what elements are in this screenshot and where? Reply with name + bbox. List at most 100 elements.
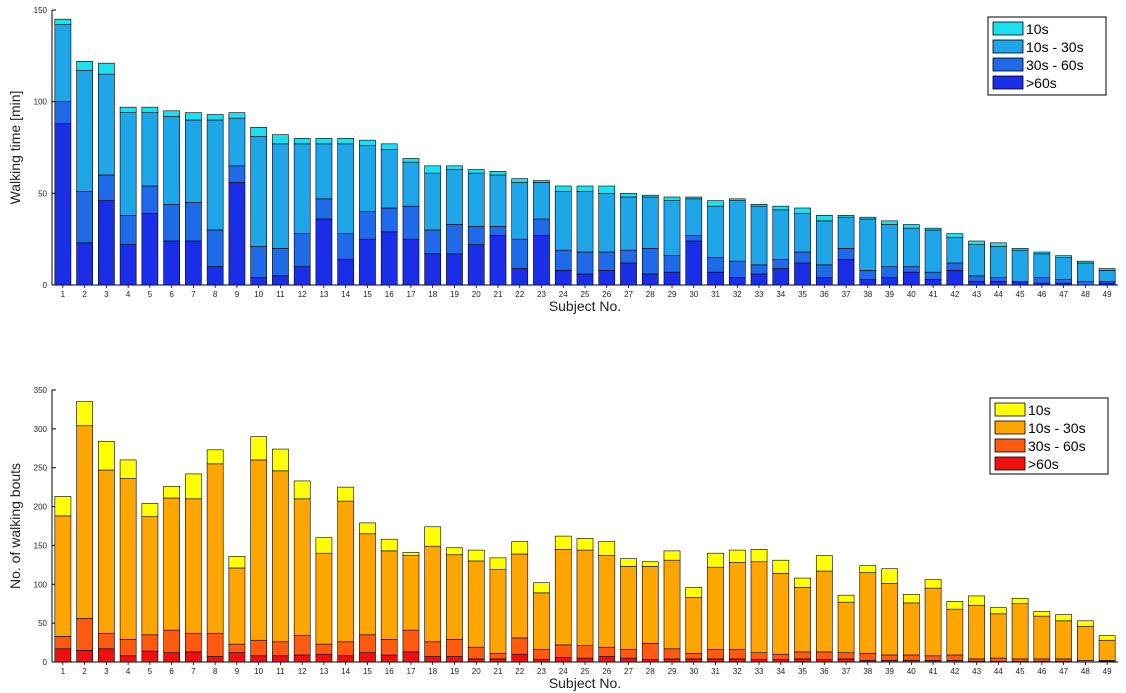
bar-segment-21-series-1 bbox=[489, 226, 507, 236]
bar-stack-18 bbox=[424, 165, 442, 286]
bar-segment-40-series-0 bbox=[902, 271, 920, 286]
bar-segment-6-series-1 bbox=[163, 204, 181, 242]
bar-stack-23 bbox=[533, 582, 550, 663]
bar-segment-40-series-1 bbox=[902, 654, 920, 661]
bar-segment-9-series-2 bbox=[228, 117, 246, 167]
x-tick-label: 17 bbox=[407, 667, 416, 676]
y-tick-label: 150 bbox=[34, 541, 48, 550]
bar-segment-34-series-0 bbox=[772, 659, 790, 663]
bar-segment-48-series-3 bbox=[1077, 260, 1094, 264]
bar-stack-37 bbox=[837, 594, 855, 663]
x-tick-label: 32 bbox=[733, 290, 742, 299]
x-tick-label: 18 bbox=[428, 667, 437, 676]
bar-segment-34-series-3 bbox=[772, 559, 790, 574]
bar-segment-7-series-3 bbox=[185, 473, 202, 500]
bar-segment-4-series-1 bbox=[119, 215, 137, 245]
x-tick-label: 41 bbox=[929, 290, 938, 299]
x-tick-label: 15 bbox=[363, 667, 372, 676]
x-tick-label: 45 bbox=[1016, 290, 1025, 299]
legend-swatch-1 bbox=[994, 438, 1026, 453]
bar-segment-4-series-0 bbox=[119, 655, 137, 663]
bar-segment-24-series-0 bbox=[554, 657, 572, 663]
x-tick-label: 34 bbox=[776, 290, 785, 299]
bar-stack-3 bbox=[98, 62, 115, 286]
bar-segment-20-series-2 bbox=[467, 172, 485, 227]
legend-swatch-3 bbox=[994, 402, 1026, 417]
bar-segment-16-series-1 bbox=[380, 639, 398, 656]
bar-segment-25-series-2 bbox=[576, 549, 594, 646]
bar-segment-27-series-2 bbox=[620, 566, 637, 650]
bar-segment-3-series-2 bbox=[98, 469, 115, 634]
bar-segment-19-series-1 bbox=[446, 639, 463, 657]
bar-stack-2 bbox=[76, 401, 93, 663]
bar-segment-28-series-1 bbox=[641, 248, 659, 275]
bar-segment-29-series-1 bbox=[663, 648, 681, 660]
bar-segment-12-series-0 bbox=[293, 266, 311, 286]
bar-segment-28-series-3 bbox=[641, 561, 659, 567]
bar-segment-19-series-3 bbox=[446, 165, 463, 170]
legend-swatch-1 bbox=[992, 57, 1024, 72]
bar-segment-12-series-3 bbox=[293, 480, 311, 500]
bar-segment-35-series-0 bbox=[794, 658, 811, 663]
bar-segment-49-series-3 bbox=[1098, 635, 1116, 641]
bar-stack-23 bbox=[533, 180, 550, 286]
bar-stack-47 bbox=[1055, 614, 1072, 663]
x-tick-label: 11 bbox=[276, 667, 285, 676]
bar-segment-19-series-2 bbox=[446, 169, 463, 225]
bar-segment-30-series-0 bbox=[685, 658, 703, 663]
bar-segment-32-series-0 bbox=[728, 658, 746, 663]
bar-segment-9-series-0 bbox=[228, 652, 246, 663]
bar-segment-33-series-0 bbox=[750, 659, 768, 663]
bar-stack-7 bbox=[185, 112, 202, 286]
bar-segment-12-series-0 bbox=[293, 654, 311, 663]
bar-segment-37-series-3 bbox=[837, 594, 855, 603]
bar-stack-20 bbox=[467, 549, 485, 663]
bar-segment-13-series-3 bbox=[315, 537, 333, 554]
bar-segment-16-series-0 bbox=[380, 654, 398, 663]
x-tick-label: 39 bbox=[885, 667, 894, 676]
bar-stack-24 bbox=[554, 185, 572, 286]
bar-segment-39-series-3 bbox=[881, 568, 898, 584]
bar-segment-8-series-3 bbox=[206, 449, 224, 465]
x-tick-label: 15 bbox=[363, 290, 372, 299]
y-axis-label: Walking time [min] bbox=[7, 91, 23, 205]
bar-segment-33-series-3 bbox=[750, 549, 768, 563]
bar-segment-49-series-2 bbox=[1098, 639, 1116, 661]
bar-segment-18-series-0 bbox=[424, 253, 442, 286]
x-tick-label: 14 bbox=[341, 667, 350, 676]
bar-segment-3-series-3 bbox=[98, 440, 115, 471]
bar-segment-35-series-2 bbox=[794, 213, 811, 253]
bar-segment-44-series-0 bbox=[989, 281, 1007, 286]
bar-stack-9 bbox=[228, 556, 246, 663]
bar-segment-11-series-2 bbox=[272, 143, 289, 249]
bar-segment-37-series-2 bbox=[837, 216, 855, 249]
x-tick-label: 23 bbox=[537, 290, 546, 299]
bar-segment-10-series-2 bbox=[250, 459, 268, 641]
bar-segment-22-series-3 bbox=[511, 541, 529, 555]
x-tick-label: 40 bbox=[907, 290, 916, 299]
bar-segment-47-series-2 bbox=[1055, 620, 1072, 660]
bar-segment-35-series-1 bbox=[794, 651, 811, 660]
x-tick-label: 47 bbox=[1059, 290, 1068, 299]
bar-segment-44-series-2 bbox=[989, 246, 1007, 278]
x-tick-label: 9 bbox=[235, 667, 240, 676]
bar-segment-15-series-1 bbox=[359, 634, 376, 653]
x-tick-label: 19 bbox=[450, 667, 459, 676]
bar-segment-31-series-1 bbox=[707, 649, 724, 660]
bar-segment-2-series-3 bbox=[76, 401, 93, 427]
bar-segment-31-series-3 bbox=[707, 200, 724, 207]
bar-segment-45-series-2 bbox=[1011, 603, 1029, 660]
bar-segment-42-series-3 bbox=[946, 233, 964, 238]
bar-stack-9 bbox=[228, 112, 246, 286]
x-tick-label: 16 bbox=[385, 290, 394, 299]
bar-segment-8-series-1 bbox=[206, 632, 224, 657]
x-tick-label: 5 bbox=[148, 667, 153, 676]
bar-segment-31-series-2 bbox=[707, 205, 724, 258]
bar-segment-19-series-3 bbox=[446, 547, 463, 556]
bar-stack-1 bbox=[54, 496, 72, 663]
bar-segment-28-series-0 bbox=[641, 273, 659, 286]
bar-segment-21-series-0 bbox=[489, 235, 507, 286]
bar-segment-20-series-0 bbox=[467, 658, 485, 663]
bar-stack-34 bbox=[772, 205, 790, 286]
bar-stack-46 bbox=[1033, 611, 1051, 663]
